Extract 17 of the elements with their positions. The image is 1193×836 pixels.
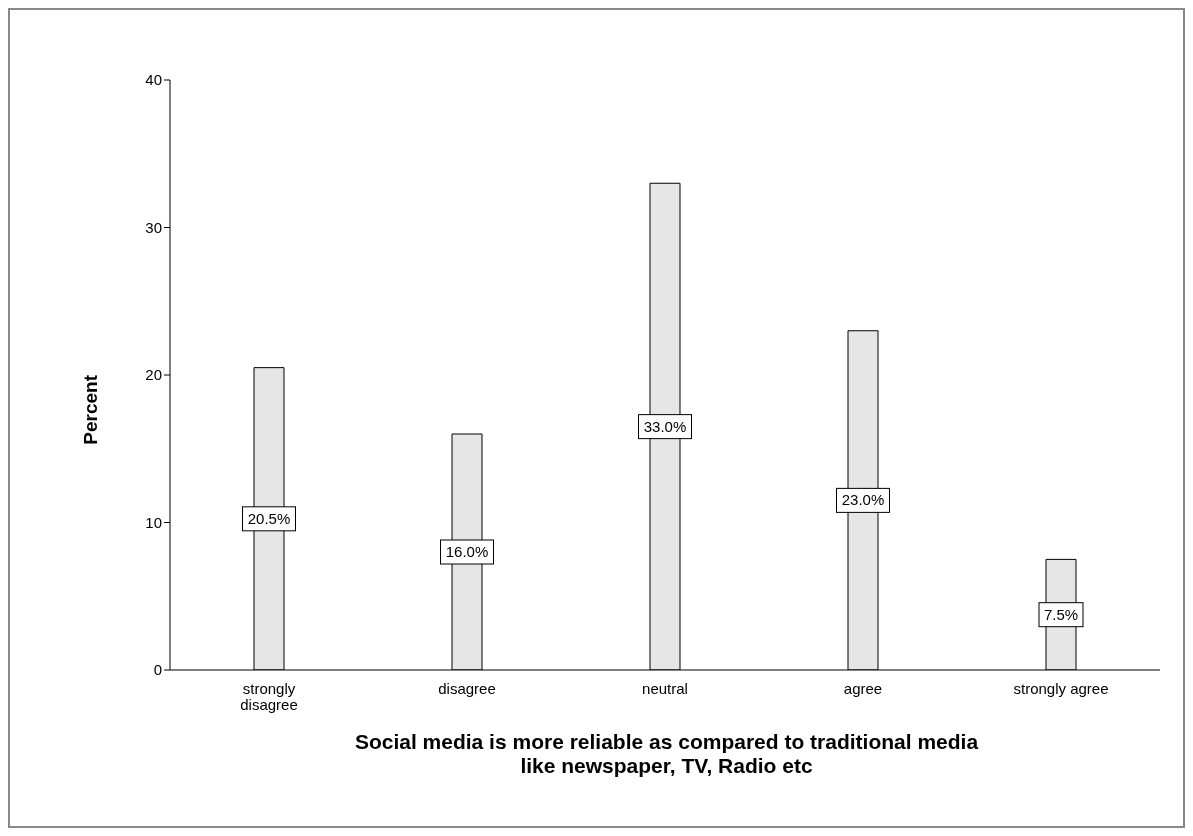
x-tick-label: strongly agree [1013,680,1109,697]
y-tick-label: 10 [145,513,162,531]
data-label: 23.0% [841,491,885,509]
y-tick-label: 30 [145,218,162,236]
x-tick-label: strongly disagree [240,680,298,713]
data-label: 33.0% [643,417,687,435]
data-label: 7.5% [1043,605,1079,623]
y-tick-label: 40 [145,71,162,89]
x-axis-title: Social media is more reliable as compared to traditional media like newspaper, TV, Radio etc [353,730,980,778]
y-axis-title: Percent [79,374,101,445]
x-tick-label: disagree [438,680,496,697]
data-label: 20.5% [247,509,291,527]
y-tick-label: 0 [153,661,162,679]
x-tick-label: neutral [642,680,688,697]
data-label: 16.0% [445,543,489,560]
y-tick-label: 20 [145,366,162,384]
x-tick-label: agree [843,680,883,697]
